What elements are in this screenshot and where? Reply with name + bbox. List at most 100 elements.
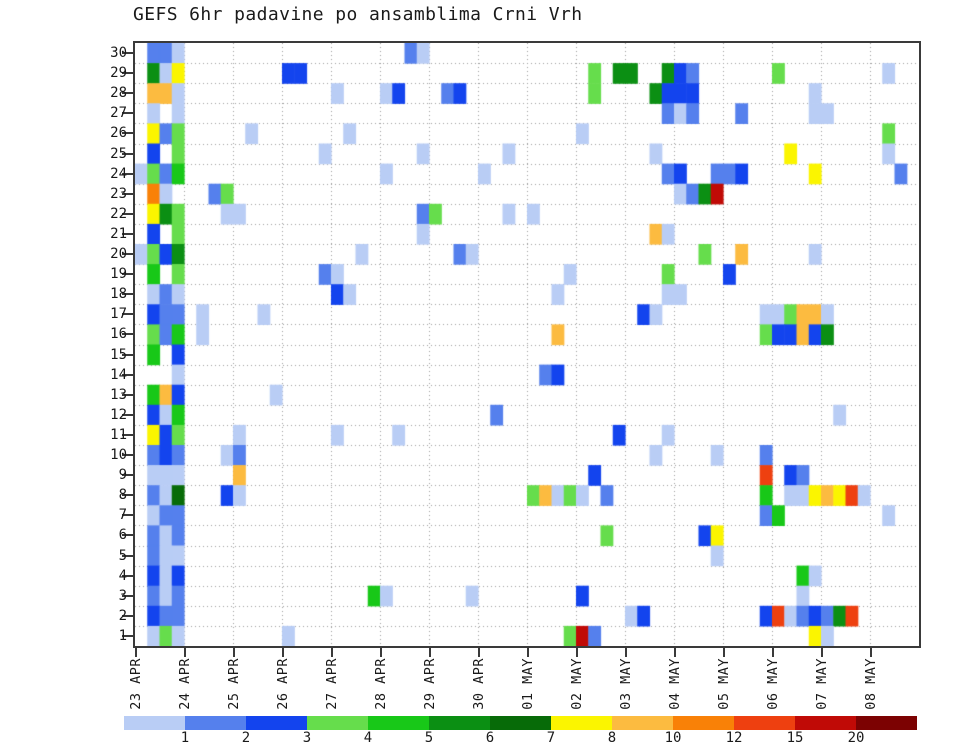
y-axis-tick-label: 13 [110, 386, 127, 403]
x-axis-tick-label: 24 APR [177, 658, 193, 710]
colorbar-tick-label: 5 [424, 730, 434, 746]
y-axis-tick-label: 14 [110, 366, 127, 383]
y-axis-tick-mark [122, 353, 133, 356]
y-axis-tick-label: 24 [110, 165, 127, 182]
colorbar-labels: 1 2 3 4 5 6 7 8 10 12 15 20 [124, 730, 917, 750]
colorbar-band [185, 716, 246, 730]
colorbar-band [368, 716, 429, 730]
x-axis-tick-mark [723, 648, 725, 657]
colorbar-tick-label: 8 [607, 730, 617, 746]
y-axis-tick-mark [122, 72, 133, 75]
colorbar [124, 716, 917, 730]
colorbar-band [124, 716, 185, 730]
y-axis-tick-label: 28 [110, 85, 127, 102]
x-axis-tick-mark [184, 648, 186, 657]
colorbar-band [795, 716, 856, 730]
x-axis-tick-label: 27 APR [324, 658, 340, 710]
y-axis-tick-mark [122, 614, 133, 617]
x-axis-tick-mark [380, 648, 382, 657]
x-axis-tick-mark [674, 648, 676, 657]
colorbar-band [490, 716, 551, 730]
x-axis-tick-mark [527, 648, 529, 657]
y-axis-tick-mark [122, 514, 133, 517]
x-axis-tick-label: 23 APR [128, 658, 144, 710]
x-axis-tick-label: 01 MAY [520, 658, 536, 710]
y-axis-tick-mark [122, 634, 133, 637]
y-axis-tick-mark [122, 393, 133, 396]
y-axis-tick-label: 1 [118, 627, 127, 644]
colorbar-tick-label: 12 [725, 730, 743, 746]
y-axis-tick-mark [122, 52, 133, 55]
y-axis-tick-marks [122, 41, 133, 648]
y-axis-tick-label: 15 [110, 346, 127, 363]
x-axis-tick-mark [478, 648, 480, 657]
colorbar-tick-label: 6 [485, 730, 495, 746]
y-axis-tick-mark [122, 433, 133, 436]
y-axis: 30 29 28 27 26 25 24 23 22 21 20 19 18 17 16 15 14 13 12 11… [95, 41, 127, 648]
x-axis-tick-label: 25 APR [226, 658, 242, 710]
x-axis-tick-label: 02 MAY [569, 658, 585, 710]
x-axis: 23 APR 24 APR 25 APR 26 APR 27 APR 28 APR 29 A… [128, 648, 921, 710]
colorbar-band [612, 716, 673, 730]
y-axis-tick-mark [122, 92, 133, 95]
x-axis-tick-label: 03 MAY [618, 658, 634, 710]
colorbar-tick-label: 10 [664, 730, 682, 746]
colorbar-band [429, 716, 490, 730]
x-axis-tick-mark [331, 648, 333, 657]
y-axis-tick-mark [122, 574, 133, 577]
colorbar-tick-label: 3 [302, 730, 312, 746]
colorbar-band [307, 716, 368, 730]
x-axis-tick-mark [625, 648, 627, 657]
y-axis-tick-mark [122, 273, 133, 276]
x-axis-tick-mark [772, 648, 774, 657]
y-axis-tick-label: 18 [110, 286, 127, 303]
x-axis-tick-label: 04 MAY [667, 658, 683, 710]
y-axis-tick-label: 10 [110, 447, 127, 464]
x-axis-tick-mark [135, 648, 137, 657]
y-axis-tick-mark [122, 373, 133, 376]
y-axis-tick-label: 4 [118, 567, 127, 584]
y-axis-tick-mark [122, 534, 133, 537]
colorbar-band [734, 716, 795, 730]
y-axis-tick-mark [122, 253, 133, 256]
y-axis-tick-mark [122, 454, 133, 457]
y-axis-tick-mark [122, 192, 133, 195]
x-axis-tick-mark [870, 648, 872, 657]
x-axis-tick-label: 29 APR [422, 658, 438, 710]
y-axis-tick-label: 2 [118, 607, 127, 624]
x-axis-tick-label: 26 APR [275, 658, 291, 710]
y-axis-tick-mark [122, 152, 133, 155]
x-axis-tick-mark [282, 648, 284, 657]
y-axis-tick-label: 27 [110, 105, 127, 122]
colorbar-band [551, 716, 612, 730]
y-axis-tick-label: 25 [110, 145, 127, 162]
y-axis-tick-label: 6 [118, 527, 127, 544]
heatmap-cells [135, 43, 919, 646]
x-axis-tick-label: 05 MAY [716, 658, 732, 710]
x-axis-tick-label: 28 APR [373, 658, 389, 710]
y-axis-tick-mark [122, 554, 133, 557]
plot-area [133, 41, 921, 648]
y-axis-tick-mark [122, 413, 133, 416]
y-axis-tick-label: 19 [110, 266, 127, 283]
y-axis-tick-mark [122, 293, 133, 296]
y-axis-tick-mark [122, 212, 133, 215]
y-axis-tick-label: 3 [118, 587, 127, 604]
x-axis-tick-mark [821, 648, 823, 657]
y-axis-tick-label: 17 [110, 306, 127, 323]
y-axis-tick-label: 30 [110, 45, 127, 62]
y-axis-tick-label: 5 [118, 547, 127, 564]
x-axis-tick-label: 07 MAY [814, 658, 830, 710]
y-axis-tick-mark [122, 112, 133, 115]
colorbar-band [856, 716, 917, 730]
x-axis-tick-label: 08 MAY [863, 658, 879, 710]
colorbar-tick-label: 20 [847, 730, 865, 746]
y-axis-tick-label: 9 [118, 467, 127, 484]
y-axis-tick-mark [122, 474, 133, 477]
colorbar-tick-label: 4 [363, 730, 373, 746]
y-axis-tick-label: 11 [110, 426, 127, 443]
y-axis-tick-mark [122, 232, 133, 235]
x-axis-tick-mark [576, 648, 578, 657]
y-axis-tick-mark [122, 313, 133, 316]
